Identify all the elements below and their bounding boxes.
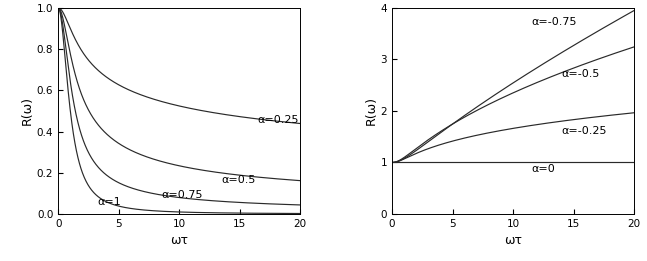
Y-axis label: R(ω): R(ω) bbox=[365, 96, 378, 126]
X-axis label: ωτ: ωτ bbox=[504, 234, 522, 247]
Text: α=0: α=0 bbox=[531, 164, 555, 174]
Text: α=-0.75: α=-0.75 bbox=[531, 17, 576, 27]
Text: α=0.5: α=0.5 bbox=[221, 175, 256, 185]
Text: α=0.75: α=0.75 bbox=[161, 191, 203, 200]
Text: α=0.25: α=0.25 bbox=[258, 115, 300, 125]
Text: α=-0.25: α=-0.25 bbox=[562, 126, 607, 135]
Text: α=-0.5: α=-0.5 bbox=[562, 69, 600, 79]
Text: α=1: α=1 bbox=[97, 197, 121, 207]
X-axis label: ωτ: ωτ bbox=[170, 234, 188, 247]
Y-axis label: R(ω): R(ω) bbox=[21, 96, 34, 126]
